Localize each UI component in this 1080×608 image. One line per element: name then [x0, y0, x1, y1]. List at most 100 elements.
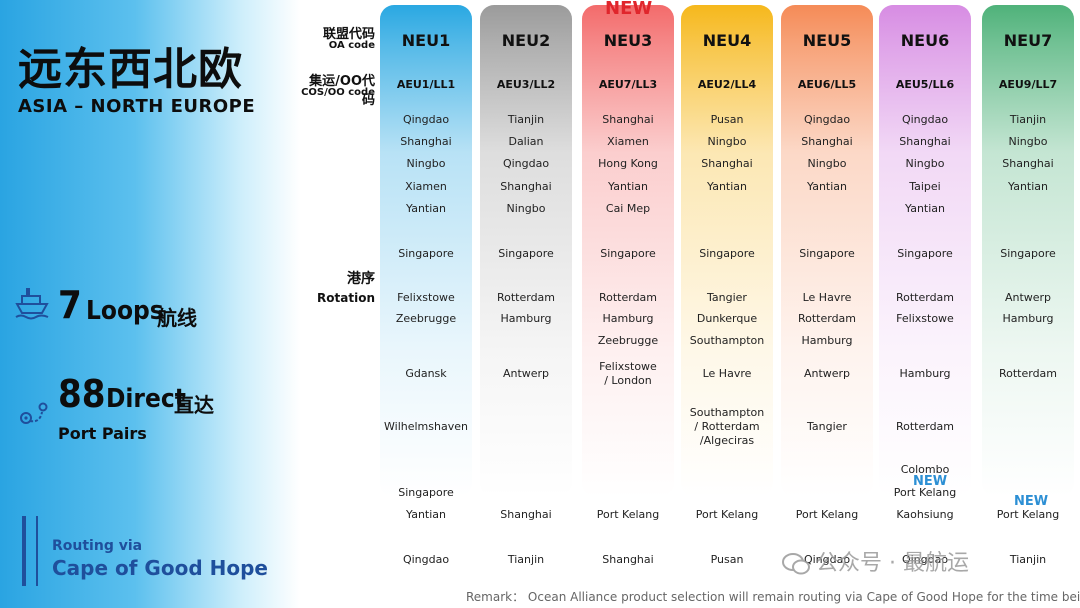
port-cell: Shanghai [701, 157, 753, 170]
port-cell: Hamburg [1002, 312, 1054, 325]
port-cell: Rotterdam [998, 367, 1058, 380]
port-cell: / Rotterdam [694, 420, 760, 433]
port-cell: Tianjin [1009, 553, 1047, 566]
column-code: AEU9/LL7 [998, 78, 1058, 91]
port-cell: Tangier [807, 420, 847, 433]
direct-label-cn: 直达 [174, 393, 214, 417]
column-name: NEU6 [900, 31, 950, 50]
port-cell: / London [604, 374, 652, 387]
port-cell: Hong Kong [598, 157, 658, 170]
port-cell: Port Kelang [795, 508, 859, 521]
rotation-header-en: Rotation [317, 291, 375, 305]
column-neu4 [681, 5, 773, 497]
port-cell: Qingdao [502, 157, 550, 170]
port-cell: Zeebrugge [395, 312, 457, 325]
port-cell: Colombo [900, 463, 950, 476]
page-title-cn: 远东西北欧 [18, 44, 243, 95]
column-name: NEU1 [401, 31, 451, 50]
port-cell: Felixstowe [896, 312, 954, 325]
port-cell: Yantian [406, 202, 446, 215]
port-cell: Rotterdam [895, 420, 955, 433]
port-cell: Shanghai [400, 135, 452, 148]
port-cell: Yantian [1008, 180, 1048, 193]
column-code: AEU1/LL1 [396, 78, 456, 91]
routing-accent-bar-thin [36, 516, 38, 586]
column-neu6 [879, 5, 971, 497]
column-name: NEU7 [1003, 31, 1053, 50]
port-cell: Rotterdam [797, 312, 857, 325]
port-cell: Rotterdam [598, 291, 658, 304]
port-cell: Shanghai [602, 113, 654, 126]
port-cell: Wilhelmshaven [384, 420, 468, 433]
ship-icon [14, 286, 50, 324]
port-cell: Singapore [600, 247, 656, 260]
port-cell: Pusan [710, 553, 744, 566]
neu6-new-tag: NEW [913, 474, 948, 489]
port-cell: Ningbo [905, 157, 945, 170]
port-cell: Le Havre [802, 291, 852, 304]
column-code: AEU5/LL6 [895, 78, 955, 91]
port-cell: Yantian [905, 202, 945, 215]
routing-accent-bar [22, 516, 26, 586]
port-cell: Ningbo [707, 135, 747, 148]
port-cell: Gdansk [405, 367, 447, 380]
port-pairs-label: Port Pairs [58, 424, 147, 443]
port-cell: Tianjin [507, 553, 545, 566]
port-cell: Ningbo [1008, 135, 1048, 148]
port-cell: Ningbo [807, 157, 847, 170]
column-neu3 [582, 5, 674, 497]
port-cell: Zeebrugge [597, 334, 659, 347]
port-cell: Yantian [406, 508, 446, 521]
column-code: AEU7/LL3 [598, 78, 658, 91]
port-cell: Hamburg [801, 334, 853, 347]
rotation-header-cn: 港序 [347, 271, 375, 287]
oa-code-header-en: OA code [328, 40, 375, 51]
oa-code-header-cn: 联盟代码 [322, 27, 375, 42]
port-cell: Yantian [608, 180, 648, 193]
port-cell: Singapore [498, 247, 554, 260]
loops-number: 7 [58, 283, 82, 327]
routing-via-label: Routing via [52, 538, 143, 554]
port-cell: Dunkerque [696, 312, 758, 325]
remark-note: Remark： Ocean Alliance product selection… [466, 590, 1080, 604]
cos-code-header-cn: 集运/OO代码 [309, 74, 375, 108]
routing-cape-label: Cape of Good Hope [52, 556, 268, 580]
port-cell: Taipei [909, 180, 941, 193]
port-cell: Hamburg [602, 312, 654, 325]
port-cell: Dalian [508, 135, 544, 148]
port-cell: Yantian [707, 180, 747, 193]
port-cell: Tianjin [507, 113, 545, 126]
column-neu5 [781, 5, 873, 497]
port-cell: Antwerp [803, 367, 851, 380]
port-cell: Antwerp [502, 367, 550, 380]
port-cell: Kaohsiung [896, 508, 954, 521]
port-cell: Qingdao [901, 113, 949, 126]
port-cell: Ningbo [506, 202, 546, 215]
port-cell: Felixstowe [397, 291, 455, 304]
neu7-new-tag: NEW [1014, 494, 1049, 509]
direct-number: 88 [58, 372, 106, 416]
column-code: AEU6/LL5 [797, 78, 857, 91]
column-code: AEU2/LL4 [697, 78, 757, 91]
column-name: NEU2 [501, 31, 551, 50]
port-cell: Qingdao [901, 553, 949, 566]
port-cell: Ningbo [406, 157, 446, 170]
port-cell: Singapore [1000, 247, 1056, 260]
port-cell: Shanghai [899, 135, 951, 148]
port-cell: Hamburg [500, 312, 552, 325]
port-cell: Qingdao [402, 553, 450, 566]
watermark: 公众号 · 最航运 [782, 545, 969, 577]
column-neu2 [480, 5, 572, 497]
port-cell: Shanghai [801, 135, 853, 148]
port-cell: Tianjin [1009, 113, 1047, 126]
direct-label-en: Direct [106, 384, 186, 414]
port-cell: Southampton [689, 406, 765, 419]
port-cell: Port Kelang [596, 508, 660, 521]
port-cell: Xiamen [607, 135, 649, 148]
port-cell: Shanghai [500, 180, 552, 193]
port-cell: Qingdao [402, 113, 450, 126]
port-cell: Singapore [699, 247, 755, 260]
port-cell: Cai Mep [605, 202, 651, 215]
column-name: NEU4 [702, 31, 752, 50]
port-cell: Le Havre [702, 367, 752, 380]
